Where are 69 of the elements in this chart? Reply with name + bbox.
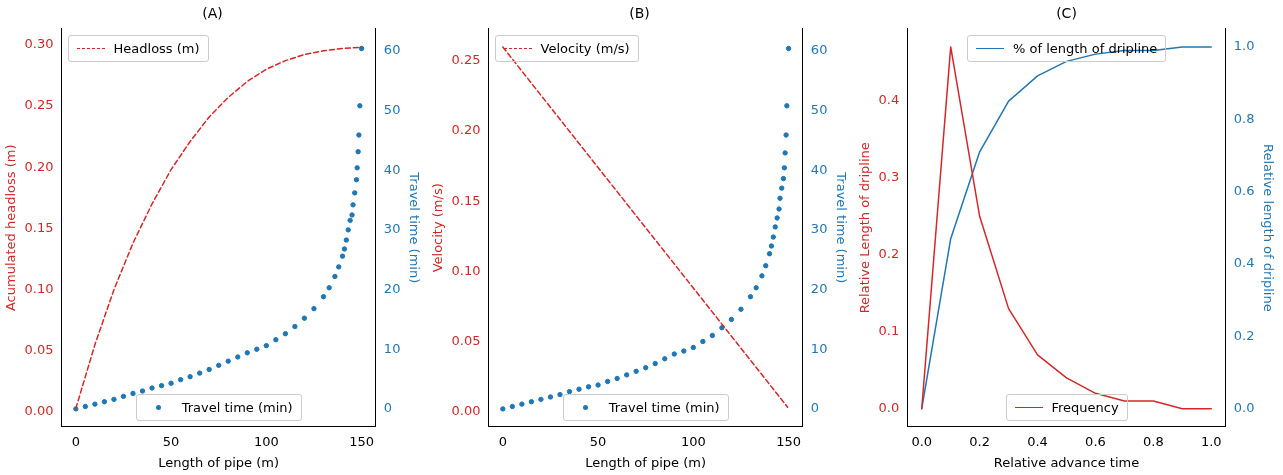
chart-title: (A) xyxy=(202,5,223,22)
y2-tick-label: 40 xyxy=(383,161,401,177)
y2-tick-label: 1.0 xyxy=(1233,38,1255,54)
legend-label: Headloss (m) xyxy=(113,39,200,58)
y-tick-label: 0.0 xyxy=(878,400,900,416)
x-tick-label: 0 xyxy=(71,433,80,449)
y2-tick-label: 0.8 xyxy=(1233,110,1255,126)
x-tick-label: 0 xyxy=(498,433,507,449)
y2-tick-label: 0.4 xyxy=(1233,255,1255,271)
x-tick-label: 150 xyxy=(349,433,374,449)
y2-tick-label: 0.2 xyxy=(1233,327,1255,343)
chart-title: (B) xyxy=(629,5,650,22)
y-tick-label: 0.30 xyxy=(24,36,54,52)
y2-tick-label: 50 xyxy=(383,101,401,117)
y-tick-label: 0.10 xyxy=(24,281,54,297)
y2-tick-label: 0.0 xyxy=(1233,400,1255,416)
y-tick-label: 0.25 xyxy=(24,97,54,113)
y-tick-label: 0.15 xyxy=(24,219,54,235)
y2-tick-label: 20 xyxy=(810,280,828,296)
y-tick-label: 0.20 xyxy=(24,158,54,174)
y2-tick-label: 60 xyxy=(383,42,401,58)
x-tick-label: 50 xyxy=(589,433,607,449)
x-tick-label: 0.6 xyxy=(1085,433,1106,449)
y-tick-label: 0.00 xyxy=(24,403,54,419)
y-tick-label: 0.2 xyxy=(878,246,900,262)
legend-label: Travel time (min) xyxy=(608,398,720,417)
y2-tick-label: 50 xyxy=(810,101,828,117)
legend-label: Travel time (min) xyxy=(181,398,293,417)
y2-tick-label: 0 xyxy=(810,400,820,416)
y2-tick-label: 10 xyxy=(383,340,401,356)
y-axis-title: Acumulated headloss (m) xyxy=(3,144,19,312)
y-tick-label: 0.00 xyxy=(451,402,481,418)
y-tick-label: 0.3 xyxy=(878,169,900,185)
x-tick-label: 1.0 xyxy=(1200,433,1222,449)
legend-label: Velocity (m/s) xyxy=(540,39,630,58)
x-tick-label: 50 xyxy=(162,433,180,449)
y2-tick-label: 60 xyxy=(810,42,828,58)
y2-axis-title: Travel time (min) xyxy=(406,171,422,284)
y-axis-title: Velocity (m/s) xyxy=(430,183,446,273)
y-tick-label: 0.25 xyxy=(451,52,481,68)
y-tick-label: 0.20 xyxy=(451,122,481,138)
y-tick-label: 0.4 xyxy=(878,92,900,108)
x-tick-label: 150 xyxy=(776,433,801,449)
x-axis-title: Length of pipe (m) xyxy=(585,454,707,470)
y2-tick-label: 20 xyxy=(383,280,401,296)
x-tick-label: 0.0 xyxy=(911,433,933,449)
y-tick-label: 0.05 xyxy=(24,342,54,358)
x-tick-label: 100 xyxy=(253,433,279,449)
y2-axis-title: Relative length of dripline xyxy=(1260,143,1276,312)
y2-tick-label: 40 xyxy=(810,161,828,177)
y2-tick-label: 0.6 xyxy=(1233,182,1255,198)
y-tick-label: 0.05 xyxy=(451,332,481,348)
x-axis-title: Length of pipe (m) xyxy=(158,454,280,470)
y2-tick-label: 0 xyxy=(383,400,393,416)
y-tick-label: 0.15 xyxy=(451,192,481,208)
y2-tick-label: 30 xyxy=(383,221,401,237)
x-tick-label: 100 xyxy=(680,433,706,449)
chart-title: (C) xyxy=(1056,5,1077,22)
y-tick-label: 0.10 xyxy=(451,262,481,278)
x-tick-label: 0.4 xyxy=(1027,433,1048,449)
y2-tick-label: 30 xyxy=(810,221,828,237)
legend-label: Frequency xyxy=(1051,398,1119,417)
x-axis-title: Relative advance time xyxy=(993,454,1140,470)
y-tick-label: 0.1 xyxy=(878,323,900,339)
x-tick-label: 0.8 xyxy=(1143,433,1164,449)
y-axis-title: Relative Length of dripline xyxy=(857,142,873,314)
y2-tick-label: 10 xyxy=(810,340,828,356)
y2-axis-title: Travel time (min) xyxy=(833,171,849,284)
x-tick-label: 0.2 xyxy=(969,433,990,449)
